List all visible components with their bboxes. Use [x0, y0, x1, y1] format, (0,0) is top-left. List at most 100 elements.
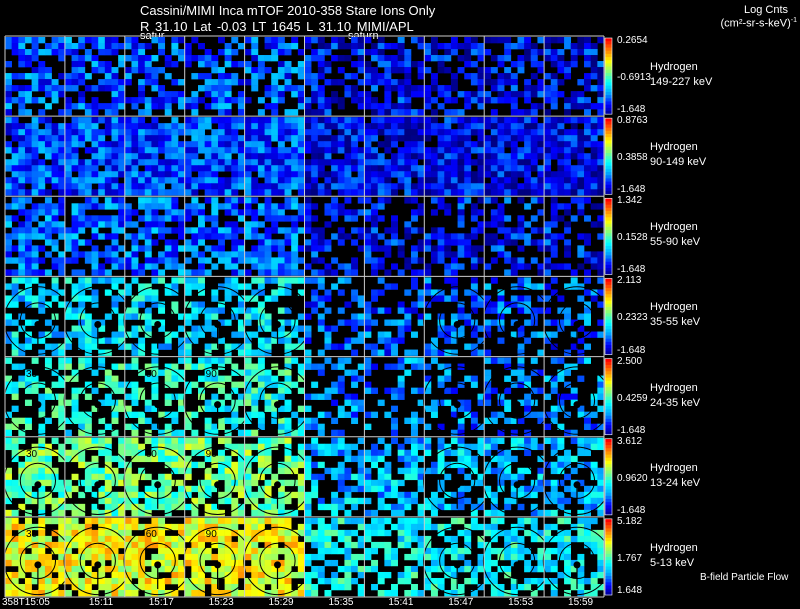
- heatmap-cell: [237, 109, 245, 116]
- heatmap-cell: [457, 215, 465, 222]
- heatmap-cell: [404, 289, 412, 296]
- heatmap-cell: [84, 479, 92, 487]
- heatmap-cell: [404, 129, 412, 136]
- heatmap-cell: [271, 221, 279, 228]
- heatmap-cell: [184, 203, 192, 210]
- heatmap-cell: [524, 183, 532, 190]
- heatmap-cell: [504, 67, 512, 74]
- heatmap-cell: [184, 159, 192, 166]
- heatmap-cell: [64, 529, 72, 537]
- heatmap-cell: [11, 277, 19, 284]
- heatmap-cell: [224, 61, 232, 68]
- heatmap-cell: [18, 363, 26, 370]
- heatmap-cell: [437, 497, 445, 505]
- heatmap-cell: [111, 79, 119, 86]
- colorbar-frame: [604, 278, 613, 355]
- heatmap-cell: [371, 97, 379, 104]
- colorbar-swatch: [605, 502, 612, 506]
- heatmap-cell: [497, 209, 505, 216]
- heatmap-cell: [204, 215, 212, 222]
- heatmap-cell: [44, 239, 52, 246]
- heatmap-cell: [317, 295, 325, 302]
- heatmap-cell: [18, 43, 26, 50]
- heatmap-cell: [537, 485, 545, 493]
- colorbar-swatch: [605, 470, 612, 475]
- heatmap-cell: [231, 129, 239, 136]
- heatmap-cell: [198, 449, 205, 457]
- heatmap-cell: [84, 171, 92, 178]
- heatmap-cell: [277, 159, 285, 166]
- heatmap-cell: [84, 165, 92, 172]
- heatmap-cell: [257, 129, 265, 136]
- heatmap-cell: [44, 189, 52, 196]
- heatmap-cell: [570, 165, 578, 172]
- heatmap-cell: [464, 319, 472, 326]
- heatmap-cell: [5, 443, 12, 451]
- heatmap-cell: [144, 183, 152, 190]
- heatmap-cell: [178, 55, 185, 62]
- heatmap-cell: [331, 37, 339, 44]
- heatmap-cell: [98, 473, 106, 481]
- heatmap-cell: [38, 565, 46, 573]
- heatmap-cell: [424, 117, 432, 124]
- heatmap-cell: [164, 479, 172, 487]
- heatmap-cell: [377, 109, 385, 116]
- heatmap-cell: [291, 135, 299, 142]
- heatmap-cell: [391, 189, 398, 196]
- heatmap-cell: [490, 159, 498, 166]
- heatmap-cell: [544, 129, 552, 136]
- heatmap-cell: [244, 337, 252, 344]
- heatmap-cell: [178, 103, 185, 110]
- heatmap-cell: [217, 467, 225, 475]
- heatmap-cell: [504, 123, 512, 130]
- heatmap-cell: [244, 319, 252, 326]
- heatmap-cell: [58, 497, 66, 505]
- heatmap-cell: [351, 417, 359, 424]
- heatmap-cell: [251, 491, 259, 499]
- heatmap-cell: [577, 37, 585, 44]
- heatmap-cell: [251, 429, 259, 437]
- heatmap-cell: [51, 331, 59, 338]
- heatmap-cell: [171, 171, 179, 178]
- heatmap-cell: [251, 393, 259, 400]
- heatmap-cell: [51, 517, 59, 525]
- heatmap-cell: [584, 437, 591, 445]
- heatmap-cell: [430, 177, 438, 184]
- heatmap-cell: [477, 209, 485, 216]
- heatmap-cell: [430, 295, 438, 302]
- heatmap-cell: [284, 123, 292, 130]
- heatmap-cell: [198, 283, 205, 290]
- heatmap-cell: [564, 171, 572, 178]
- heatmap-cell: [131, 263, 139, 270]
- heatmap-cell: [397, 497, 405, 505]
- heatmap-cell: [284, 263, 292, 270]
- heatmap-cell: [484, 491, 492, 499]
- heatmap-cell: [304, 245, 312, 252]
- heatmap-cell: [138, 141, 146, 148]
- heatmap-cell: [111, 301, 119, 308]
- heatmap-cell: [138, 55, 146, 62]
- heatmap-cell: [264, 227, 272, 234]
- heatmap-cell: [118, 97, 126, 104]
- heatmap-cell: [277, 467, 285, 475]
- heatmap-cell: [204, 159, 212, 166]
- heatmap-cell: [544, 177, 552, 184]
- heatmap-cell: [144, 159, 152, 166]
- heatmap-cell: [344, 399, 352, 406]
- heatmap-cell: [237, 153, 245, 160]
- heatmap-cell: [131, 503, 139, 511]
- heatmap-cell: [138, 269, 146, 276]
- heatmap-cell: [124, 37, 132, 44]
- heatmap-cell: [264, 257, 272, 264]
- heatmap-cell: [470, 245, 478, 252]
- heatmap-cell: [544, 319, 552, 326]
- heatmap-cell: [24, 583, 32, 591]
- heatmap-cell: [597, 263, 605, 270]
- heatmap-cell: [118, 153, 126, 160]
- heatmap-cell: [104, 233, 112, 240]
- heatmap-cell: [171, 79, 179, 86]
- heatmap-cell: [84, 325, 92, 332]
- heatmap-cell: [131, 209, 139, 216]
- heatmap-cell: [357, 67, 365, 74]
- heatmap-cell: [138, 147, 146, 154]
